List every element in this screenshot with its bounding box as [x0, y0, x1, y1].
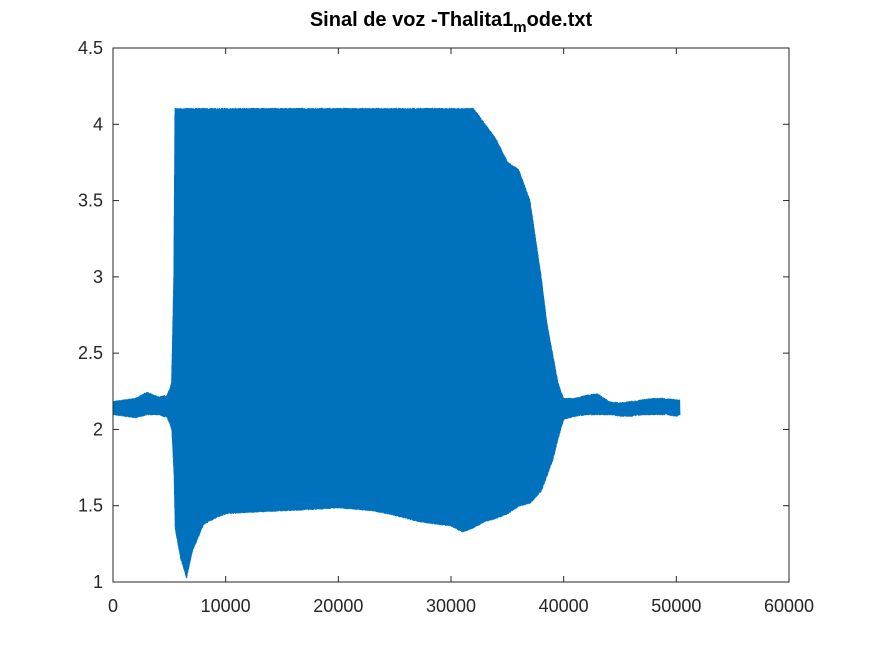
- y-tick-label: 4.5: [78, 38, 103, 58]
- x-tick-label: 50000: [651, 596, 701, 616]
- chart-title-tail: ode.txt: [527, 9, 593, 31]
- y-tick-label: 2.5: [78, 343, 103, 363]
- y-tick-label: 3: [93, 267, 103, 287]
- chart-title-main: Sinal de voz -Thalita1: [310, 9, 513, 31]
- x-tick-label: 30000: [426, 596, 476, 616]
- x-tick-label: 0: [108, 596, 118, 616]
- chart-title: Sinal de voz -Thalita1mode.txt: [310, 9, 593, 36]
- x-tick-label: 40000: [539, 596, 589, 616]
- y-tick-label: 1.5: [78, 496, 103, 516]
- chart-title-subscript: m: [513, 19, 526, 36]
- x-tick-label: 20000: [313, 596, 363, 616]
- y-tick-label: 2: [93, 419, 103, 439]
- x-tick-label: 10000: [201, 596, 251, 616]
- y-tick-label: 3.5: [78, 191, 103, 211]
- y-tick-label: 4: [93, 114, 103, 134]
- x-axis: 0 10000 20000 30000 40000 50000 60000: [108, 48, 814, 616]
- signal-line: [112, 107, 681, 579]
- y-tick-label: 1: [93, 572, 103, 592]
- x-tick-label: 60000: [764, 596, 814, 616]
- signal-layer: [112, 107, 681, 579]
- y-axis: 1 1.5 2 2.5 3 3.5 4 4.5: [78, 38, 789, 592]
